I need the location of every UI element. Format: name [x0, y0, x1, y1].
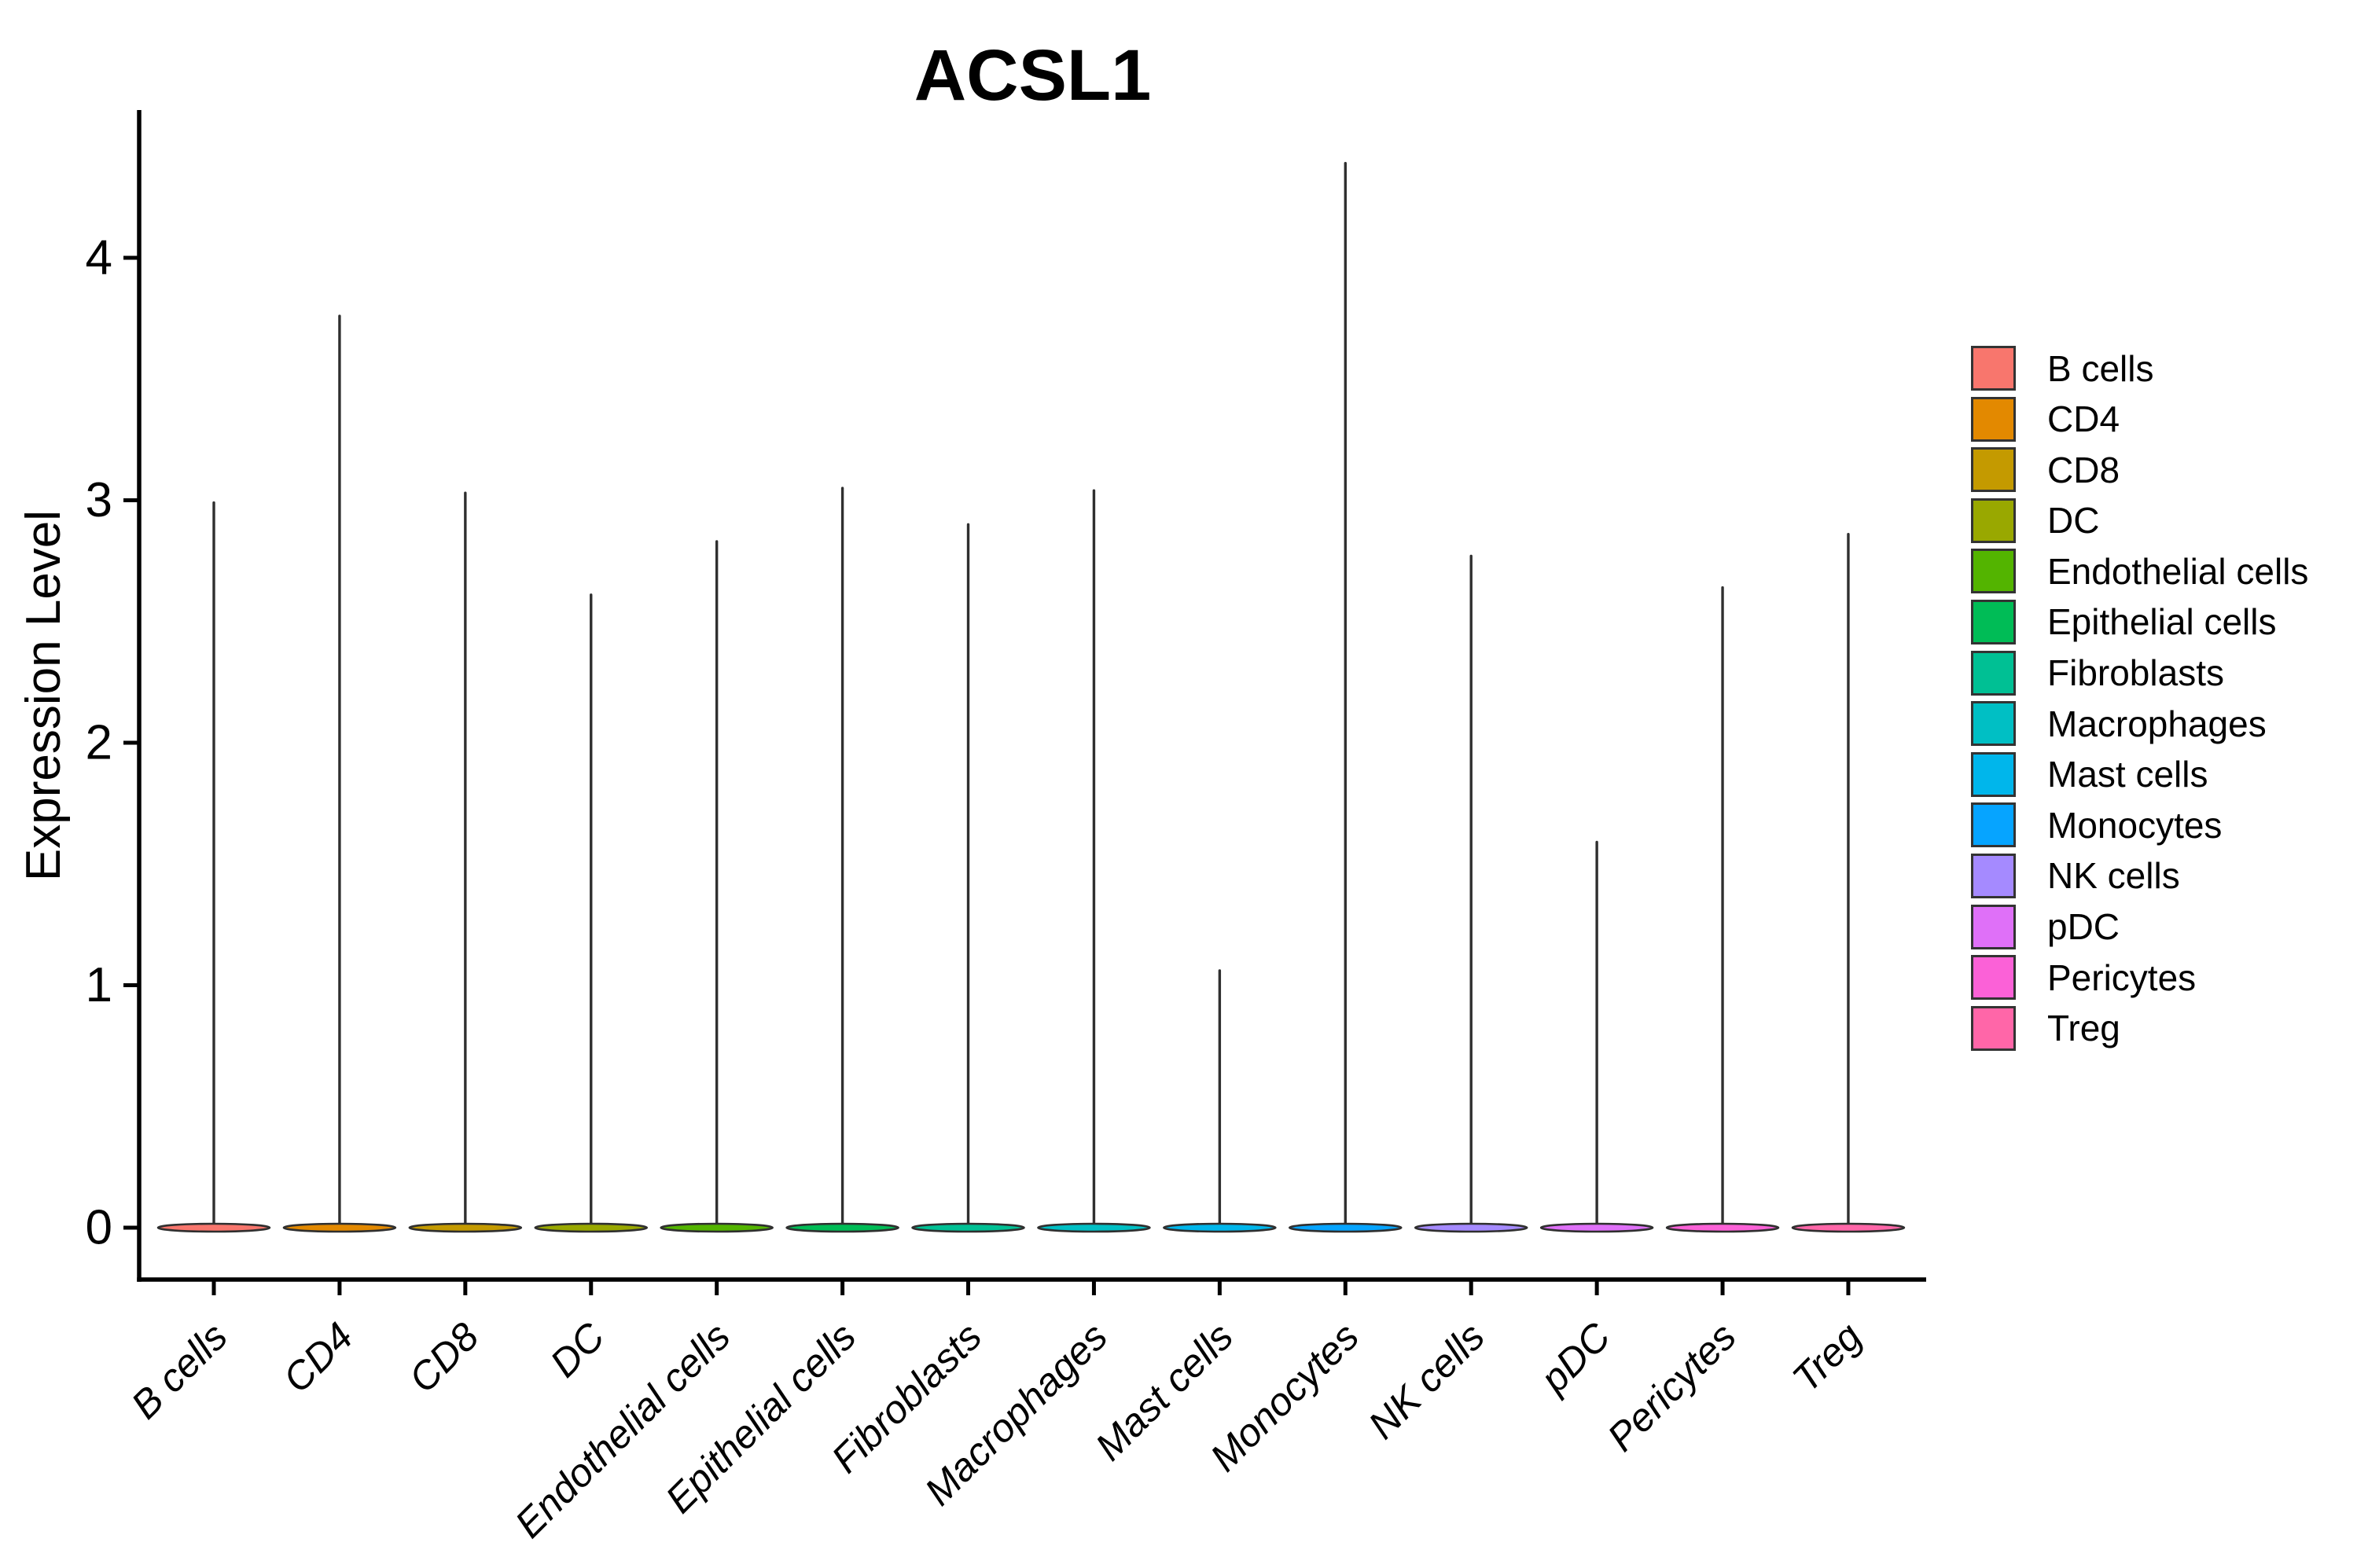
legend-swatch-monocytes — [1971, 802, 2016, 848]
legend-item-endothelial-cells: Endothelial cells — [1971, 549, 2309, 594]
legend-item-dc: DC — [1971, 498, 2308, 543]
legend-label-pdc: pDC — [2047, 906, 2120, 948]
violin-fibroblasts — [911, 523, 1025, 1233]
legend-label-nk-cells: NK cells — [2047, 855, 2180, 897]
violin-b-cells — [156, 501, 271, 1233]
y-tick-label-1: 1 — [86, 958, 112, 1012]
legend-item-mast-cells: Mast cells — [1971, 751, 2308, 797]
legend-swatch-macrophages — [1971, 701, 2016, 747]
legend-swatch-pericytes — [1971, 955, 2016, 1001]
y-tick-label-3: 3 — [86, 473, 112, 527]
legend-swatch-fibroblasts — [1971, 650, 2016, 696]
violin-cd4 — [282, 314, 397, 1233]
legend-swatch-cd4 — [1971, 396, 2016, 442]
legend-swatch-cd8 — [1971, 447, 2016, 493]
legend-item-macrophages: Macrophages — [1971, 701, 2308, 747]
violin-base — [1414, 1222, 1528, 1233]
violin-dc — [534, 593, 649, 1233]
violin-pericytes — [1665, 586, 1780, 1233]
legend-swatch-dc — [1971, 498, 2016, 543]
x-tick-label-pdc: pDC — [1531, 1314, 1619, 1402]
x-tick-label-cd4: CD4 — [274, 1314, 361, 1401]
legend-swatch-pdc — [1971, 904, 2016, 949]
violin-base — [1665, 1222, 1780, 1233]
violin-base — [1037, 1222, 1151, 1233]
violin-base — [534, 1222, 649, 1233]
legend-item-pdc: pDC — [1971, 904, 2308, 949]
violin-base — [911, 1222, 1025, 1233]
violin-base — [1288, 1222, 1403, 1233]
legend-swatch-nk-cells — [1971, 853, 2016, 898]
x-tick-label-cd8: CD8 — [400, 1314, 487, 1401]
x-tick-label-pericytes: Pericytes — [1599, 1314, 1745, 1460]
legend-item-nk-cells: NK cells — [1971, 853, 2308, 898]
legend-item-epithelial-cells: Epithelial cells — [1971, 599, 2308, 644]
legend-item-fibroblasts: Fibroblasts — [1971, 650, 2308, 696]
violin-base — [785, 1222, 899, 1233]
legend: B cells CD4 CD8 DC Endothelial cells Epitheli… — [1971, 346, 2308, 1056]
violin-base — [1791, 1222, 1906, 1233]
x-tick-label-endothelial-cells: Endothelial cells — [506, 1314, 738, 1546]
violin-endothelial-cells — [660, 540, 774, 1233]
x-tick-label-treg: Treg — [1784, 1314, 1870, 1401]
legend-swatch-epithelial-cells — [1971, 599, 2016, 644]
x-tick-label-nk-cells: NK cells — [1360, 1314, 1493, 1447]
chart-title: ACSL1 — [914, 35, 1152, 116]
y-axis-title: Expression Level — [17, 510, 71, 881]
legend-swatch-treg — [1971, 1005, 2016, 1051]
violin-cd8 — [408, 491, 523, 1233]
violin-pdc — [1539, 840, 1654, 1233]
legend-item-treg: Treg — [1971, 1005, 2308, 1051]
legend-label-dc: DC — [2047, 500, 2100, 542]
violin-base — [1539, 1222, 1654, 1233]
legend-label-cd8: CD8 — [2047, 449, 2120, 490]
y-tick-label-0: 0 — [86, 1201, 112, 1255]
legend-swatch-endothelial-cells — [1971, 549, 2016, 594]
x-tick-label-b-cells: B cells — [123, 1314, 236, 1427]
legend-item-b-cells: B cells — [1971, 346, 2308, 391]
violin-base — [282, 1222, 397, 1233]
legend-label-b-cells: B cells — [2047, 347, 2154, 389]
legend-label-pericytes: Pericytes — [2047, 957, 2197, 998]
legend-item-pericytes: Pericytes — [1971, 955, 2308, 1001]
violin-treg — [1791, 532, 1906, 1233]
y-tick-label-4: 4 — [86, 231, 112, 285]
legend-label-treg: Treg — [2047, 1008, 2120, 1049]
legend-item-cd4: CD4 — [1971, 396, 2308, 442]
legend-item-cd8: CD8 — [1971, 447, 2308, 493]
violin-base — [660, 1222, 774, 1233]
legend-label-macrophages: Macrophages — [2047, 703, 2267, 744]
legend-label-monocytes: Monocytes — [2047, 804, 2223, 846]
violin-monocytes — [1288, 161, 1403, 1233]
legend-swatch-mast-cells — [1971, 751, 2016, 797]
legend-item-monocytes: Monocytes — [1971, 802, 2308, 848]
violin-mast-cells — [1163, 969, 1277, 1233]
violin-macrophages — [1037, 489, 1151, 1233]
violin-base — [156, 1222, 271, 1233]
legend-label-epithelial-cells: Epithelial cells — [2047, 601, 2277, 643]
violin-epithelial-cells — [785, 487, 899, 1233]
legend-label-cd4: CD4 — [2047, 398, 2120, 440]
violin-base — [1163, 1222, 1277, 1233]
legend-label-fibroblasts: Fibroblasts — [2047, 652, 2224, 694]
legend-label-mast-cells: Mast cells — [2047, 754, 2208, 795]
legend-swatch-b-cells — [1971, 346, 2016, 391]
legend-label-endothelial-cells: Endothelial cells — [2047, 550, 2309, 592]
violin-base — [408, 1222, 523, 1233]
violin-nk-cells — [1414, 554, 1528, 1233]
y-tick-label-2: 2 — [86, 716, 112, 770]
x-tick-label-dc: DC — [542, 1314, 613, 1386]
